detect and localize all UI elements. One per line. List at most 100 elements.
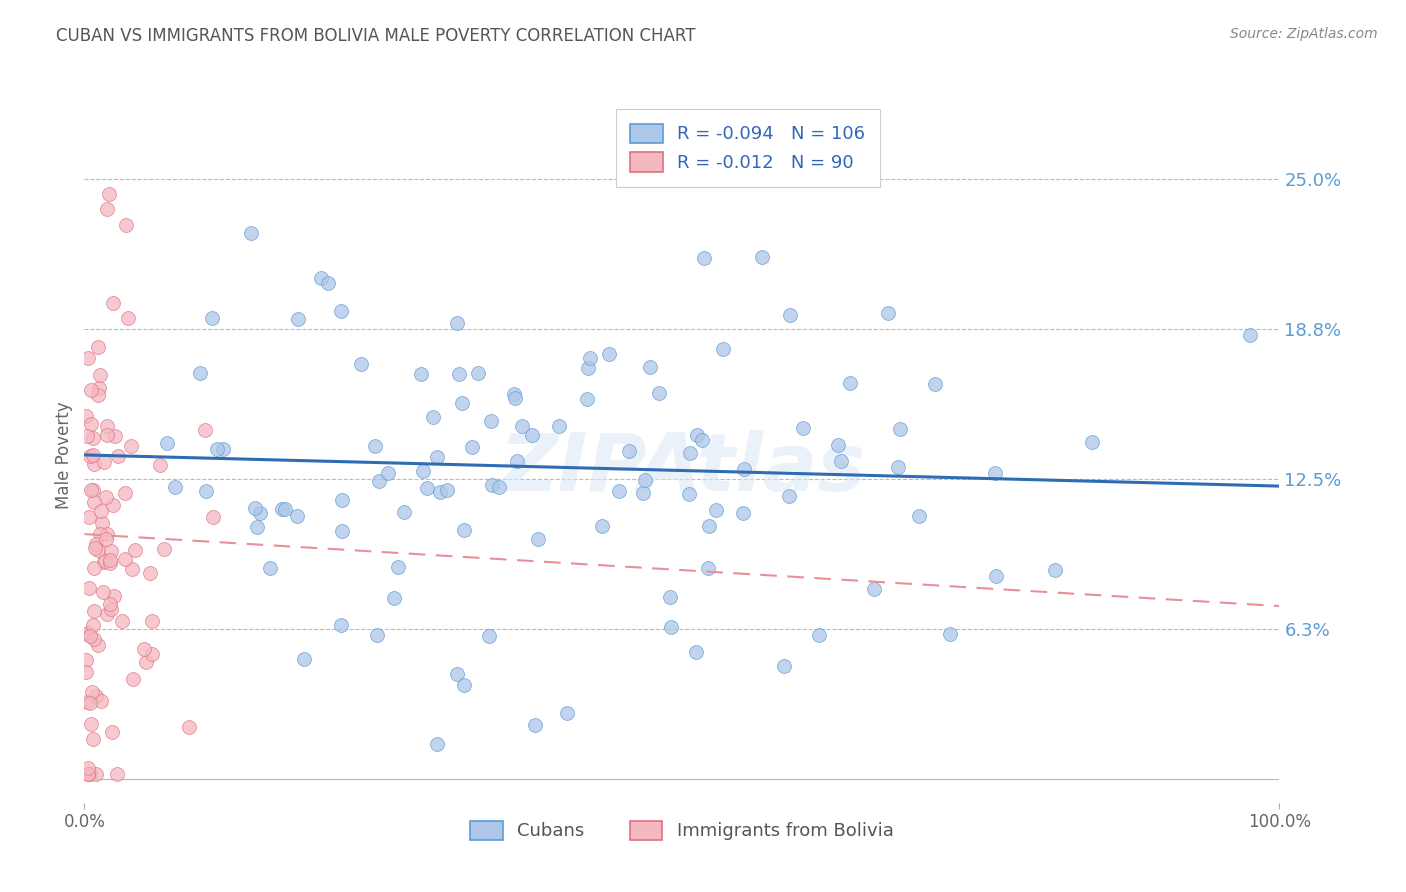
- Point: [91, 516, 114, 530]
- Point: [426, 450, 449, 465]
- Point: [89, 527, 111, 541]
- Point: [827, 438, 849, 452]
- Point: [579, 351, 602, 365]
- Point: [84, 767, 107, 781]
- Point: [79, 581, 101, 595]
- Point: [82, 731, 104, 746]
- Point: [83, 561, 105, 575]
- Point: [80, 417, 103, 431]
- Point: [97, 187, 120, 202]
- Point: [82, 432, 104, 446]
- Point: [76, 695, 98, 709]
- Point: [659, 620, 682, 634]
- Point: [83, 632, 105, 646]
- Point: [648, 386, 671, 401]
- Point: [387, 560, 409, 574]
- Point: [792, 421, 814, 435]
- Point: [451, 396, 474, 410]
- Point: [76, 626, 98, 640]
- Point: [111, 614, 134, 628]
- Point: [555, 706, 578, 721]
- Point: [120, 439, 142, 453]
- Point: [503, 387, 526, 401]
- Point: [779, 308, 801, 322]
- Point: [520, 428, 543, 442]
- Point: [80, 716, 103, 731]
- Point: [366, 628, 388, 642]
- Point: [697, 561, 720, 575]
- Point: [394, 505, 416, 519]
- Point: [481, 478, 503, 492]
- Point: [79, 483, 101, 497]
- Point: [778, 489, 800, 503]
- Point: [107, 450, 129, 464]
- Point: [246, 520, 269, 534]
- Point: [830, 453, 852, 467]
- Point: [733, 462, 755, 476]
- Point: [243, 500, 266, 515]
- Point: [446, 316, 468, 330]
- Point: [731, 507, 754, 521]
- Point: [135, 655, 157, 669]
- Point: [488, 480, 510, 494]
- Point: [426, 737, 449, 751]
- Point: [141, 614, 163, 628]
- Point: [75, 665, 97, 680]
- Point: [1239, 327, 1261, 342]
- Point: [510, 419, 533, 434]
- Point: [82, 618, 104, 632]
- Point: [86, 638, 108, 652]
- Point: [84, 690, 107, 704]
- Point: [141, 648, 163, 662]
- Point: [678, 486, 700, 500]
- Point: [686, 428, 709, 442]
- Point: [575, 392, 598, 406]
- Point: [84, 536, 107, 550]
- Point: [773, 658, 796, 673]
- Point: [429, 485, 451, 500]
- Point: [79, 696, 101, 710]
- Point: [292, 651, 315, 665]
- Point: [711, 343, 734, 357]
- Point: [349, 358, 371, 372]
- Point: [330, 492, 353, 507]
- Y-axis label: Male Poverty: Male Poverty: [55, 401, 73, 508]
- Point: [889, 423, 911, 437]
- Point: [105, 767, 128, 781]
- Point: [638, 360, 661, 375]
- Point: [506, 454, 529, 468]
- Point: [83, 494, 105, 508]
- Point: [114, 486, 136, 500]
- Point: [287, 312, 309, 326]
- Point: [76, 767, 98, 781]
- Legend: Cubans, Immigrants from Bolivia: Cubans, Immigrants from Bolivia: [461, 812, 903, 849]
- Point: [83, 604, 105, 618]
- Point: [87, 543, 110, 558]
- Point: [77, 767, 100, 781]
- Point: [114, 551, 136, 566]
- Point: [658, 591, 681, 605]
- Point: [149, 458, 172, 473]
- Point: [422, 410, 444, 425]
- Point: [87, 340, 110, 354]
- Point: [134, 641, 156, 656]
- Point: [190, 366, 212, 380]
- Point: [591, 518, 613, 533]
- Point: [200, 311, 222, 326]
- Point: [156, 436, 179, 450]
- Point: [526, 533, 548, 547]
- Point: [94, 554, 117, 568]
- Point: [75, 653, 97, 667]
- Point: [114, 218, 136, 232]
- Point: [876, 305, 898, 319]
- Point: [467, 366, 489, 380]
- Point: [436, 483, 458, 497]
- Text: CUBAN VS IMMIGRANTS FROM BOLIVIA MALE POVERTY CORRELATION CHART: CUBAN VS IMMIGRANTS FROM BOLIVIA MALE PO…: [56, 27, 696, 45]
- Point: [94, 532, 117, 546]
- Point: [984, 466, 1007, 480]
- Point: [77, 625, 100, 640]
- Point: [704, 503, 727, 517]
- Point: [139, 566, 162, 580]
- Point: [79, 510, 101, 524]
- Point: [692, 251, 714, 265]
